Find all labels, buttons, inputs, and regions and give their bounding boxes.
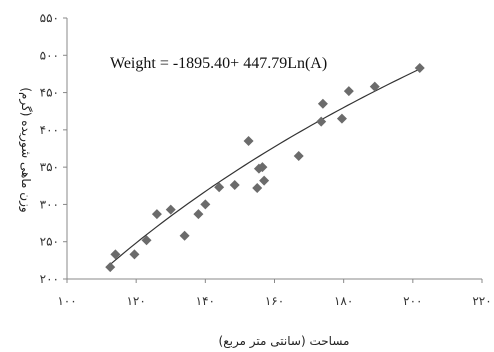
data-points [105,62,425,273]
data-point [141,235,152,246]
data-point [317,98,328,109]
data-point [293,150,304,161]
data-point [151,209,162,220]
data-point [200,199,211,210]
y-tick-label: ۲۰۰ [40,272,59,286]
data-point [229,180,240,191]
x-tick-label: ۱۰۰ [57,294,76,308]
data-point [343,86,354,97]
y-tick-label: ۵۵۰ [40,11,59,25]
data-point [369,81,380,92]
data-point [129,249,140,260]
x-tick-label: ۲۰۰ [403,294,422,308]
y-tick-label: ۳۰۰ [40,197,59,211]
data-point [105,262,116,273]
data-point [252,183,263,194]
data-point [414,62,425,73]
x-tick-label: ۱۴۰ [196,294,215,308]
y-tick-label: ۵۰۰ [40,48,59,62]
data-point [259,175,270,186]
data-point [336,113,347,124]
x-tick-label: ۱۶۰ [265,294,284,308]
y-tick-label: ۳۵۰ [40,160,59,174]
x-tick-label: ۲۲۰ [472,294,491,308]
data-point [165,204,176,215]
x-tick-label: ۱۸۰ [334,294,353,308]
data-point [257,162,268,173]
data-point [243,136,254,147]
y-tick-label: ۲۵۰ [40,235,59,249]
data-point [316,116,327,127]
data-point [179,230,190,241]
data-point [214,182,225,193]
x-axis-title: مساحت (سانتی متر مربع) [219,334,350,349]
trendline [109,68,421,265]
data-point [193,209,204,220]
trendline-equation: Weight = -1895.40+ 447.79Ln(A) [110,55,327,72]
y-tick-label: ۴۰۰ [40,123,59,137]
tick-labels: ۱۰۰ ۱۲۰ ۱۴۰ ۱۶۰ ۱۸۰ ۲۰۰ ۲۲۰ ۲۰۰ ۲۵۰ ۳۰۰ ۳۵۰ ۴۰۰ ۴۵۰ ۵… [40,11,492,308]
x-tick-label: ۱۲۰ [126,294,145,308]
y-tick-label: ۴۵۰ [40,86,59,100]
y-axis-title: وزن ماهی شوریده (گرم) [18,87,33,212]
data-point [110,249,121,260]
